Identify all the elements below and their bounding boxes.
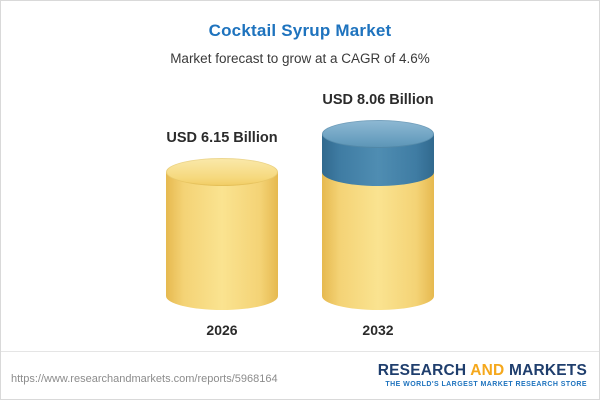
bar-column-2026: USD 6.15 Billion 2026: [166, 130, 278, 338]
logo-word-markets: MARKETS: [508, 361, 587, 379]
chart-header: Cocktail Syrup Market Market forecast to…: [1, 1, 599, 66]
bar-2032-base-segment: [322, 172, 434, 310]
logo-tagline: THE WORLD'S LARGEST MARKET RESEARCH STOR…: [385, 381, 587, 389]
logo-word-research: RESEARCH: [377, 361, 467, 379]
bar-2032: [322, 120, 434, 310]
category-label-2026: 2026: [206, 322, 238, 338]
bar-2026-top-ellipse: [166, 158, 278, 187]
logo-word-and: AND: [470, 361, 505, 379]
bar-column-2032: USD 8.06 Billion 2032: [322, 92, 434, 338]
bar-2026-body: [166, 172, 278, 310]
logo-wordmark: RESEARCH AND MARKETS: [378, 362, 587, 380]
footer: https://www.researchandmarkets.com/repor…: [1, 351, 599, 399]
value-label-2026: USD 6.15 Billion: [166, 130, 278, 147]
value-label-2032: USD 8.06 Billion: [322, 92, 434, 108]
bar-chart: USD 6.15 Billion 2026 USD 8.06 Billion 2…: [1, 92, 599, 338]
category-label-2032: 2032: [362, 322, 394, 338]
source-url-link[interactable]: https://www.researchandmarkets.com/repor…: [11, 373, 278, 385]
researchandmarkets-logo: RESEARCH AND MARKETS THE WORLD'S LARGEST…: [378, 362, 587, 390]
chart-title: Cocktail Syrup Market: [208, 21, 392, 40]
chart-subtitle: Market forecast to grow at a CAGR of 4.6…: [170, 51, 430, 66]
bar-2032-top-ellipse: [322, 120, 434, 148]
bar-2026: [166, 158, 278, 310]
